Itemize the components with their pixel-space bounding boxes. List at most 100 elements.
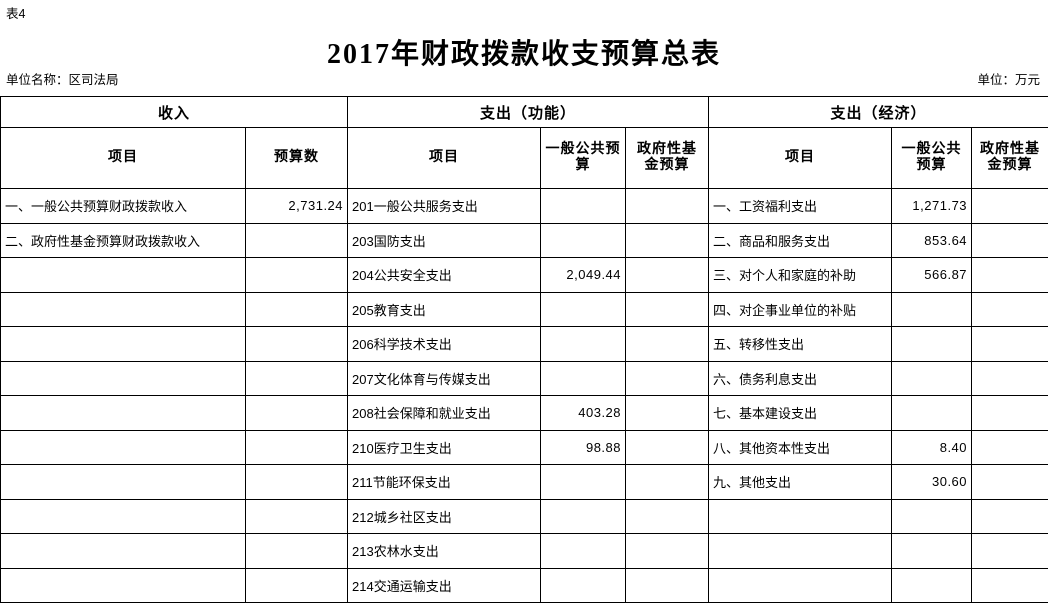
cell-func-fund-empty <box>626 223 709 258</box>
col-header-econ-general: 一般公共预算 <box>892 128 972 189</box>
cell-econ-item: 一、工资福利支出 <box>709 189 892 224</box>
cell-func-item: 204公共安全支出 <box>348 258 541 293</box>
cell-econ-fund-empty <box>972 189 1048 224</box>
budget-table-body: 收入 支出（功能） 支出（经济） 项目 预算数 项目 一般公共预算 政府性基金预… <box>1 97 1048 603</box>
cell-econ-fund-empty <box>972 223 1048 258</box>
cell-income-item-empty <box>1 258 246 293</box>
unit-measure-label: 单位：万元 <box>977 74 1040 87</box>
cell-func-general-empty <box>541 327 626 362</box>
cell-func-item: 207文化体育与传媒支出 <box>348 361 541 396</box>
cell-econ-item: 七、基本建设支出 <box>709 396 892 431</box>
cell-econ-item: 四、对企事业单位的补贴 <box>709 292 892 327</box>
col-header-func-fund: 政府性基金预算 <box>626 128 709 189</box>
cell-econ-fund-empty <box>972 327 1048 362</box>
cell-econ-general: 853.64 <box>892 223 972 258</box>
cell-func-item: 208社会保障和就业支出 <box>348 396 541 431</box>
cell-func-item: 214交通运输支出 <box>348 568 541 603</box>
table-row: 206科学技术支出五、转移性支出 <box>1 327 1048 362</box>
cell-income-item: 二、政府性基金预算财政拨款收入 <box>1 223 246 258</box>
cell-func-fund-empty <box>626 465 709 500</box>
cell-func-item: 203国防支出 <box>348 223 541 258</box>
cell-econ-item: 八、其他资本性支出 <box>709 430 892 465</box>
cell-func-general-empty <box>541 223 626 258</box>
cell-income-budget-empty <box>246 465 348 500</box>
table-row: 205教育支出 四、对企事业单位的补贴 <box>1 292 1048 327</box>
cell-func-general: 403.28 <box>541 396 626 431</box>
col-header-func-general: 一般公共预算 <box>541 128 626 189</box>
col-header-func-item: 项目 <box>348 128 541 189</box>
cell-func-fund-empty <box>626 292 709 327</box>
cell-econ-fund-empty <box>972 499 1048 534</box>
cell-func-fund-empty <box>626 568 709 603</box>
table-row: 212城乡社区支出 <box>1 499 1048 534</box>
cell-func-general-empty <box>541 292 626 327</box>
cell-func-fund-empty <box>626 499 709 534</box>
cell-func-fund-empty <box>626 396 709 431</box>
cell-econ-item: 九、其他支出 <box>709 465 892 500</box>
cell-econ-general-empty <box>892 361 972 396</box>
cell-func-item: 205教育支出 <box>348 292 541 327</box>
col-header-income-budget: 预算数 <box>246 128 348 189</box>
cell-econ-general-empty <box>892 327 972 362</box>
cell-econ-fund-empty <box>972 361 1048 396</box>
cell-func-item: 201一般公共服务支出 <box>348 189 541 224</box>
cell-func-general-empty <box>541 361 626 396</box>
cell-econ-item-empty <box>709 499 892 534</box>
cell-econ-general-empty <box>892 499 972 534</box>
cell-func-fund-empty <box>626 327 709 362</box>
cell-econ-item: 三、对个人和家庭的补助 <box>709 258 892 293</box>
cell-func-fund-empty <box>626 189 709 224</box>
cell-income-budget-empty <box>246 361 348 396</box>
budget-table: 收入 支出（功能） 支出（经济） 项目 预算数 项目 一般公共预算 政府性基金预… <box>0 96 1048 603</box>
cell-econ-fund-empty <box>972 292 1048 327</box>
cell-func-general-empty <box>541 534 626 569</box>
col-header-econ-fund: 政府性基金预算 <box>972 128 1048 189</box>
cell-econ-fund-empty <box>972 568 1048 603</box>
cell-income-budget-empty <box>246 430 348 465</box>
cell-econ-fund-empty <box>972 465 1048 500</box>
cell-econ-general: 30.60 <box>892 465 972 500</box>
cell-income-budget-empty <box>246 223 348 258</box>
cell-income-budget-empty <box>246 534 348 569</box>
cell-func-fund-empty <box>626 534 709 569</box>
cell-income-item-empty <box>1 292 246 327</box>
cell-func-item: 213农林水支出 <box>348 534 541 569</box>
col-header-econ-item: 项目 <box>709 128 892 189</box>
cell-income-item-empty <box>1 430 246 465</box>
cell-func-general-empty <box>541 465 626 500</box>
cell-econ-item-empty <box>709 534 892 569</box>
cell-econ-general: 566.87 <box>892 258 972 293</box>
cell-econ-general-empty <box>892 396 972 431</box>
cell-econ-item: 六、债务利息支出 <box>709 361 892 396</box>
cell-func-item: 210医疗卫生支出 <box>348 430 541 465</box>
cell-econ-fund-empty <box>972 396 1048 431</box>
cell-func-fund-empty <box>626 258 709 293</box>
cell-econ-item: 二、商品和服务支出 <box>709 223 892 258</box>
cell-econ-fund-empty <box>972 534 1048 569</box>
cell-func-general-empty <box>541 499 626 534</box>
cell-econ-fund-empty <box>972 258 1048 293</box>
cell-income-item-empty <box>1 534 246 569</box>
cell-econ-general-empty <box>892 534 972 569</box>
cell-income-budget: 2,731.24 <box>246 189 348 224</box>
cell-income-item: 一、一般公共预算财政拨款收入 <box>1 189 246 224</box>
cell-func-general: 2,049.44 <box>541 258 626 293</box>
cell-func-item: 211节能环保支出 <box>348 465 541 500</box>
cell-income-item-empty <box>1 327 246 362</box>
section-expenditure-economic: 支出（经济） <box>709 97 1048 128</box>
cell-econ-general: 1,271.73 <box>892 189 972 224</box>
cell-econ-general-empty <box>892 568 972 603</box>
cell-func-general-empty <box>541 568 626 603</box>
cell-econ-general: 8.40 <box>892 430 972 465</box>
table-row: 213农林水支出 <box>1 534 1048 569</box>
sheet-tag: 表4 <box>6 8 25 21</box>
cell-income-budget-empty <box>246 258 348 293</box>
cell-func-fund-empty <box>626 361 709 396</box>
cell-econ-fund-empty <box>972 430 1048 465</box>
cell-income-budget-empty <box>246 327 348 362</box>
